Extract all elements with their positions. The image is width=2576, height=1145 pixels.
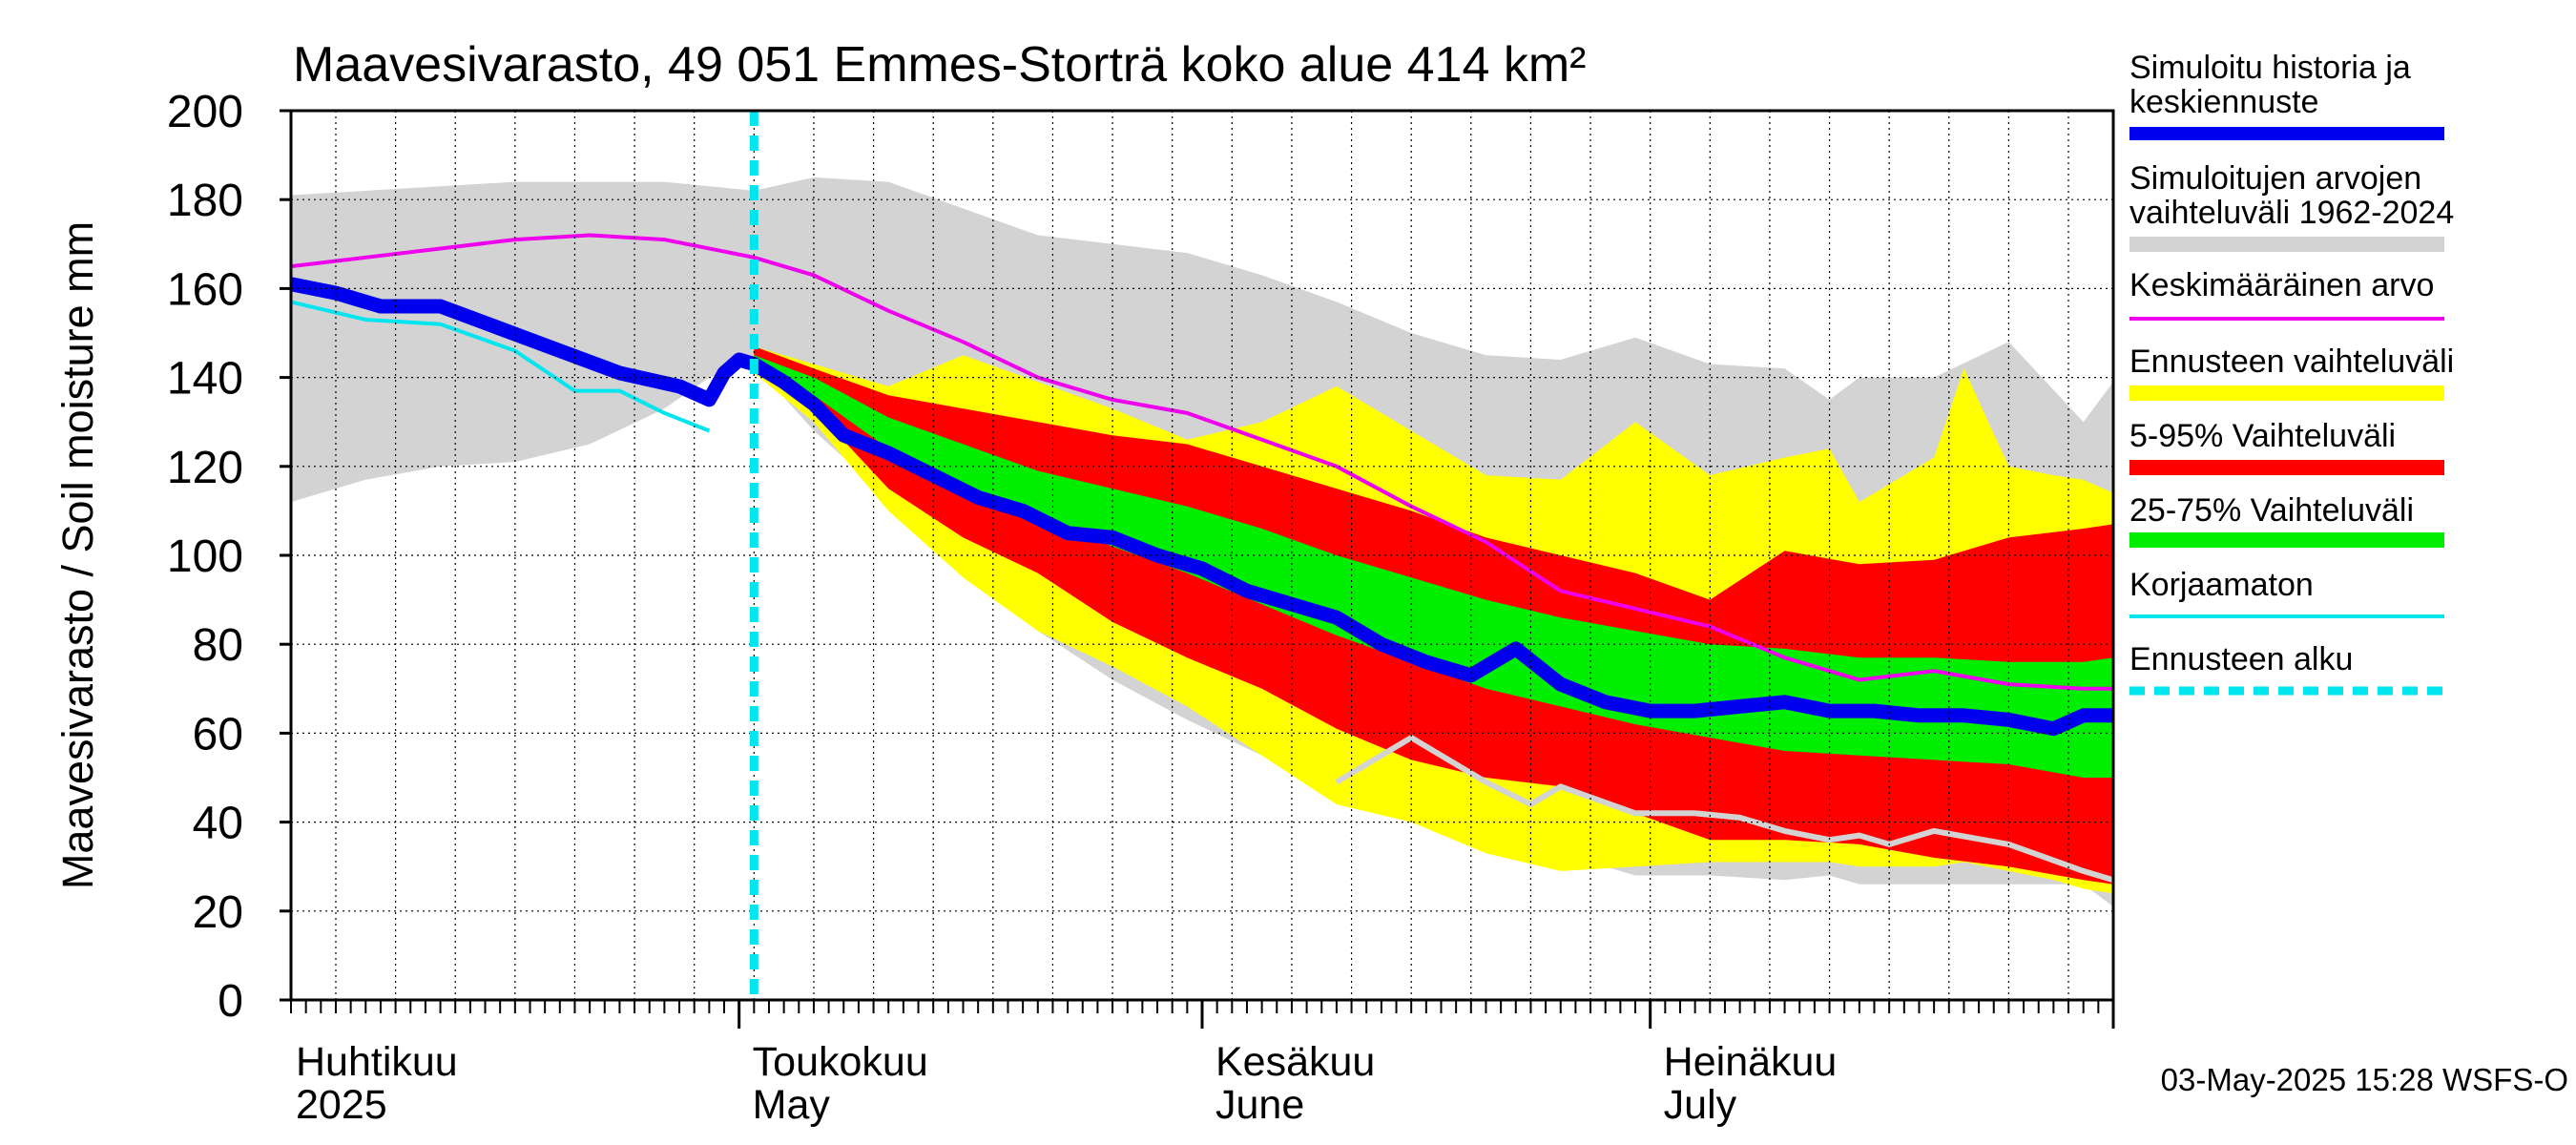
legend-label: 25-75% Vaihteluväli xyxy=(2129,492,2414,529)
y-tick-label: 100 xyxy=(167,531,243,582)
legend-label: Ennusteen alku xyxy=(2129,641,2353,677)
legend-label: Korjaamaton xyxy=(2129,567,2314,603)
month-label-secondary: 2025 xyxy=(296,1082,387,1128)
month-label: Toukokuu xyxy=(753,1039,928,1085)
y-tick-label: 60 xyxy=(193,709,243,760)
line-min-simulated xyxy=(1335,735,2113,884)
y-tick-label: 160 xyxy=(167,264,243,315)
y-axis-label: Maavesivarasto / Soil moisture mm xyxy=(53,221,102,889)
plot-area xyxy=(291,177,2113,907)
band-25-75 xyxy=(754,355,2113,778)
y-tick-label: 20 xyxy=(193,887,243,938)
grid xyxy=(291,111,2113,1000)
timestamp: 03-May-2025 15:28 WSFS-O xyxy=(2161,1062,2568,1097)
line-history-median xyxy=(291,277,2113,737)
legend-label: keskiennuste xyxy=(2129,84,2318,120)
chart-title: Maavesivarasto, 49 051 Emmes-Storträ kok… xyxy=(293,37,1586,93)
legend-label: 5-95% Vaihteluväli xyxy=(2129,418,2396,454)
y-axis: 0 20 40 60 80 100 120 140 160 180 200 xyxy=(167,87,291,1027)
month-label: Heinäkuu xyxy=(1664,1039,1838,1085)
line-mean xyxy=(291,233,2113,691)
y-tick-label: 40 xyxy=(193,799,243,849)
legend-label: Ennusteen vaihteluväli xyxy=(2129,344,2454,380)
y-tick-label: 80 xyxy=(193,620,243,671)
month-label-secondary: May xyxy=(753,1082,831,1128)
month-label-secondary: June xyxy=(1215,1082,1304,1128)
y-tick-label: 0 xyxy=(218,976,243,1027)
legend-label: Simuloitujen arvojen xyxy=(2129,160,2421,197)
y-tick-label: 200 xyxy=(167,87,243,137)
y-tick-label: 140 xyxy=(167,354,243,405)
legend-label: vaihteluväli 1962-2024 xyxy=(2129,195,2454,231)
line-uncorrected xyxy=(291,300,711,433)
y-tick-label: 120 xyxy=(167,443,243,493)
month-label: Huhtikuu xyxy=(296,1039,458,1085)
y-tick-label: 180 xyxy=(167,176,243,226)
legend-label: Keskimääräinen arvo xyxy=(2129,267,2434,303)
month-label-secondary: July xyxy=(1664,1082,1737,1128)
month-label: Kesäkuu xyxy=(1215,1039,1375,1085)
legend-label: Simuloitu historia ja xyxy=(2129,50,2411,86)
